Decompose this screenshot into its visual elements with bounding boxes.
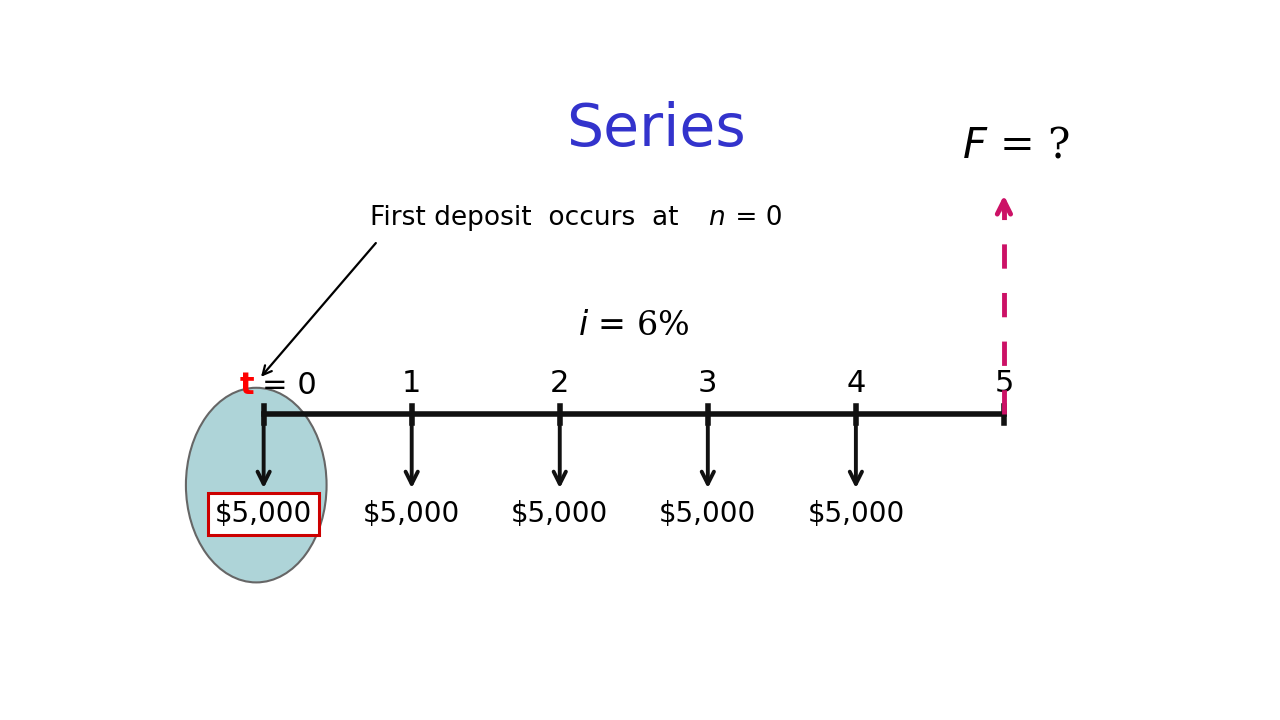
- Text: 5: 5: [995, 369, 1014, 398]
- Ellipse shape: [186, 388, 326, 582]
- Text: Series: Series: [566, 101, 746, 158]
- Text: $i$ = 6%: $i$ = 6%: [579, 310, 690, 342]
- Text: n: n: [708, 205, 724, 232]
- Text: $5,000: $5,000: [659, 500, 756, 528]
- Text: First deposit  occurs  at: First deposit occurs at: [370, 205, 687, 232]
- Text: 2: 2: [550, 369, 570, 398]
- Text: = 0: = 0: [262, 372, 317, 400]
- Text: 1: 1: [402, 369, 421, 398]
- Text: $5,000: $5,000: [364, 500, 461, 528]
- Text: 3: 3: [698, 369, 718, 398]
- Text: $F$ = ?: $F$ = ?: [963, 125, 1070, 166]
- Text: $5,000: $5,000: [215, 500, 312, 528]
- Text: = 0: = 0: [727, 205, 782, 232]
- Text: 4: 4: [846, 369, 865, 398]
- Text: $5,000: $5,000: [808, 500, 905, 528]
- Text: t: t: [239, 372, 255, 400]
- Text: $5,000: $5,000: [511, 500, 608, 528]
